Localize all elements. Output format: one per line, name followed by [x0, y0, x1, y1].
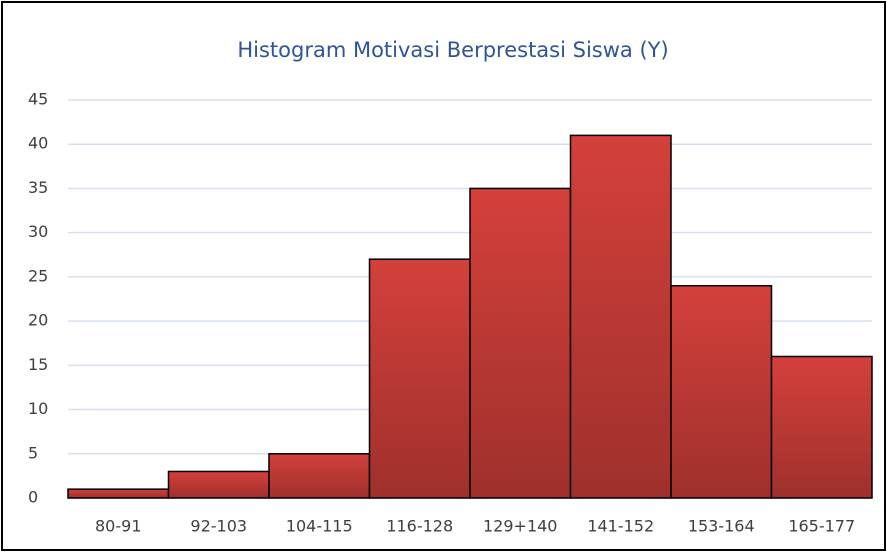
bar [670, 284, 773, 499]
y-tick-label: 10 [28, 399, 48, 418]
y-tick-label: 40 [28, 134, 48, 153]
x-tick-label: 116-128 [386, 517, 453, 536]
bar [67, 488, 170, 499]
x-tick-label: 104-115 [286, 517, 353, 536]
bar [167, 470, 270, 499]
chart-title: Histogram Motivasi Berprestasi Siswa (Y) [237, 38, 668, 62]
x-tick-label: 92-103 [190, 517, 247, 536]
y-tick-label: 45 [28, 90, 48, 109]
y-tick-label: 5 [28, 443, 38, 462]
bar [368, 258, 471, 499]
y-tick-label: 25 [28, 266, 48, 285]
bar [569, 134, 672, 499]
x-tick-label: 153-164 [688, 517, 755, 536]
x-tick-label: 80-91 [95, 517, 142, 536]
y-tick-label: 0 [28, 488, 38, 507]
bar [770, 355, 873, 499]
x-tick-label: 141-152 [587, 517, 654, 536]
y-tick-label: 35 [28, 178, 48, 197]
x-tick-label: 129+140 [483, 517, 557, 536]
y-tick-label: 20 [28, 311, 48, 330]
bar [469, 187, 572, 499]
x-tick-label: 165-177 [788, 517, 855, 536]
y-tick-label: 15 [28, 355, 48, 374]
bar [268, 453, 371, 499]
y-tick-label: 30 [28, 222, 48, 241]
